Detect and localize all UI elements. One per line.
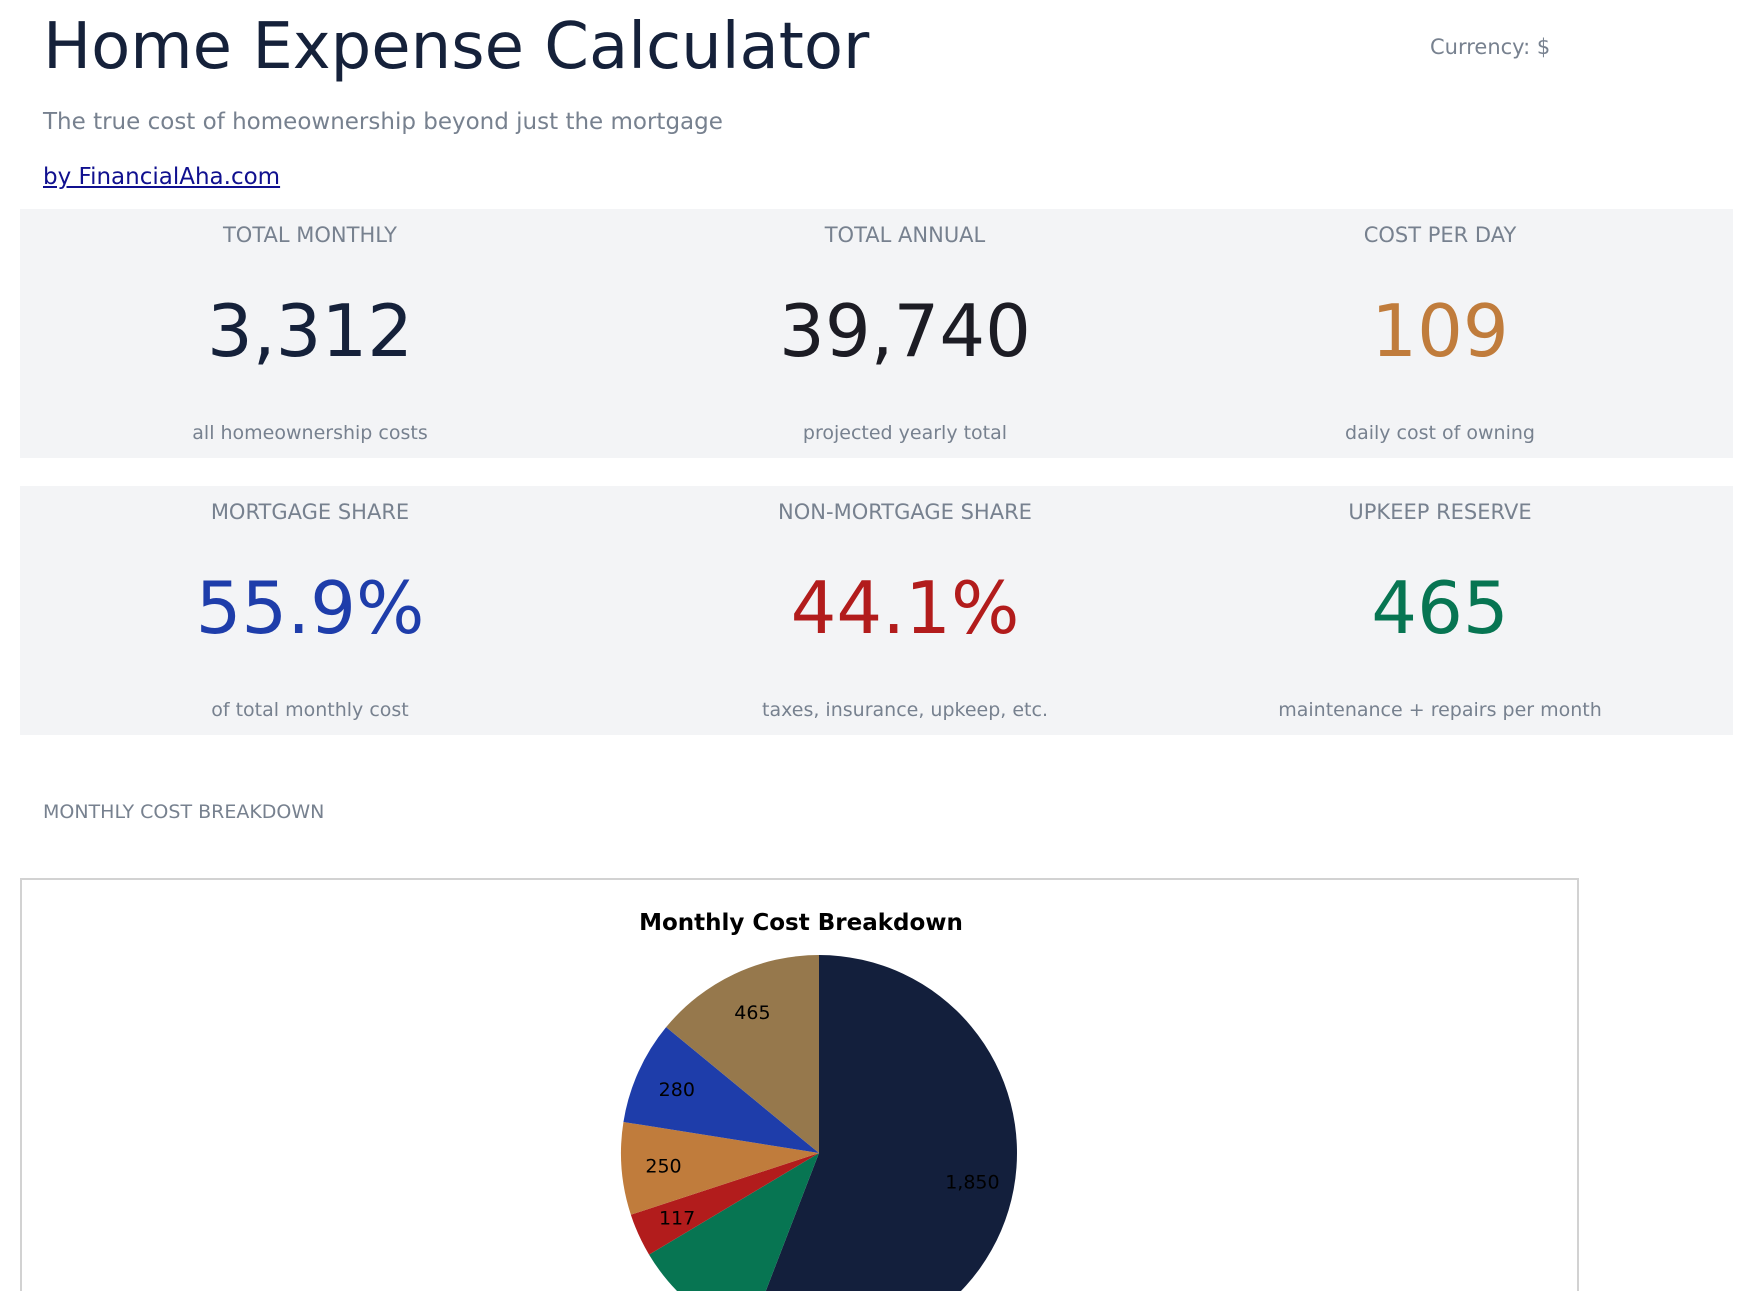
- stat-value: 39,740: [779, 289, 1031, 373]
- stat-caption: maintenance + repairs per month: [1278, 699, 1602, 721]
- pie-slice: [649, 1153, 819, 1291]
- stat-cost-per-day: COST PER DAY 109 daily cost of owning: [1170, 209, 1710, 458]
- summary-stats-row: TOTAL MONTHLY 3,312 all homeownership co…: [20, 209, 1733, 458]
- stat-label: COST PER DAY: [1363, 223, 1517, 247]
- pie-slice: [765, 955, 1017, 1291]
- pie-slices: [620, 955, 1017, 1291]
- chart-panel: Monthly Cost Breakdown 1,850 117 250 280 465: [20, 878, 1579, 1291]
- stat-caption: all homeownership costs: [192, 422, 428, 444]
- stat-total-monthly: TOTAL MONTHLY 3,312 all homeownership co…: [40, 209, 580, 458]
- stat-label: TOTAL ANNUAL: [824, 223, 986, 247]
- stat-label: TOTAL MONTHLY: [222, 223, 397, 247]
- stat-total-annual: TOTAL ANNUAL 39,740 projected yearly tot…: [635, 209, 1175, 458]
- pie-slice: [630, 1153, 819, 1255]
- pie-chart: Monthly Cost Breakdown 1,850 117 250 280 465: [620, 910, 1017, 1291]
- stat-upkeep-reserve: UPKEEP RESERVE 465 maintenance + repairs…: [1170, 486, 1710, 735]
- section-heading: MONTHLY COST BREAKDOWN: [43, 801, 325, 823]
- stat-label: MORTGAGE SHARE: [210, 500, 410, 524]
- page-title: Home Expense Calculator: [43, 10, 870, 84]
- pie-slice-label: 280: [659, 1079, 695, 1101]
- pie-slice-labels: 1,850 117 250 280 465: [645, 1002, 999, 1230]
- stat-label: UPKEEP RESERVE: [1348, 500, 1532, 524]
- stat-value: 44.1%: [790, 566, 1020, 650]
- stat-non-mortgage-share: NON-MORTGAGE SHARE 44.1% taxes, insuranc…: [635, 486, 1175, 735]
- pie-slice: [666, 955, 819, 1153]
- pie-slice: [623, 1027, 819, 1153]
- stat-value: 465: [1371, 566, 1509, 650]
- stat-label: NON-MORTGAGE SHARE: [778, 500, 1032, 524]
- stat-value: 109: [1371, 289, 1509, 373]
- pie-slice-label: 1,850: [945, 1172, 999, 1194]
- pie-slice-label: 465: [734, 1002, 770, 1024]
- stat-caption: projected yearly total: [802, 422, 1008, 444]
- pie-slice: [620, 1121, 819, 1215]
- stat-value: 55.9%: [195, 566, 425, 650]
- chart-title: Monthly Cost Breakdown: [639, 910, 963, 936]
- stat-value: 3,312: [206, 289, 414, 373]
- stat-caption: daily cost of owning: [1345, 422, 1535, 444]
- stat-caption: of total monthly cost: [211, 699, 409, 721]
- pie-slice-label: 250: [645, 1155, 681, 1177]
- share-stats-row: MORTGAGE SHARE 55.9% of total monthly co…: [20, 486, 1733, 735]
- stat-mortgage-share: MORTGAGE SHARE 55.9% of total monthly co…: [40, 486, 580, 735]
- byline-link[interactable]: by FinancialAha.com: [43, 164, 281, 190]
- pie-slice-label: 117: [659, 1208, 695, 1230]
- stat-caption: taxes, insurance, upkeep, etc.: [762, 699, 1048, 721]
- currency-indicator: Currency: $: [1430, 35, 1551, 59]
- page-subtitle: The true cost of homeownership beyond ju…: [43, 109, 723, 135]
